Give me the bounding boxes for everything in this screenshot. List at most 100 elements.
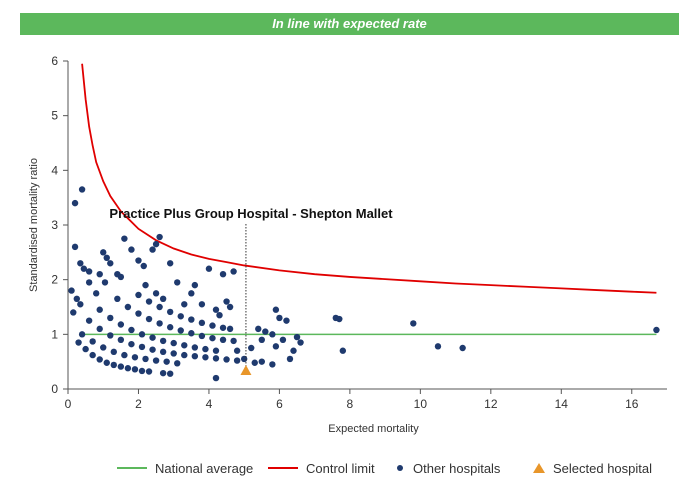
hospital-point [77, 260, 84, 267]
hospital-point [177, 313, 184, 320]
hospital-point [142, 355, 149, 363]
hospital-point [181, 351, 188, 359]
hospital-point [142, 281, 149, 289]
legend-national-average-label: National average [155, 460, 254, 476]
hospital-point [434, 343, 442, 350]
hospital-point [170, 350, 177, 357]
hospital-point [159, 337, 167, 345]
hospital-point [212, 374, 220, 382]
x-tick-label: 4 [206, 397, 213, 411]
hospital-point [156, 303, 163, 311]
hospital-point [101, 279, 109, 286]
legend-dot-swatch [397, 465, 403, 471]
hospital-point [156, 233, 163, 241]
y-tick-label: 0 [51, 382, 58, 396]
hospital-point [233, 347, 241, 354]
hospital-point [96, 271, 103, 278]
hospital-point [198, 319, 206, 327]
hospital-point [251, 359, 258, 366]
hospital-point [78, 186, 86, 193]
hospital-point [131, 354, 139, 361]
hospital-point [188, 316, 195, 323]
hospital-point [68, 287, 75, 294]
hospital-point [205, 265, 213, 272]
hospital-point [258, 336, 265, 343]
hospital-point [135, 291, 142, 299]
legend-control-limit: Control limit [268, 456, 375, 480]
hospital-point [89, 338, 96, 345]
hospital-point [96, 356, 103, 363]
hospital-point [339, 347, 347, 354]
hospital-point [128, 340, 135, 348]
hospital-point [78, 331, 86, 338]
hospital-point [174, 360, 181, 367]
hospital-point [233, 357, 241, 364]
x-axis-label: Expected mortality [328, 423, 419, 435]
hospital-point [212, 355, 220, 362]
hospital-point [223, 298, 230, 305]
legend-green-line-swatch [117, 467, 147, 469]
hospital-point [226, 325, 234, 333]
hospital-point [297, 339, 304, 346]
hospital-point [138, 343, 146, 351]
x-tick-label: 2 [135, 397, 142, 411]
hospital-point [110, 348, 118, 356]
hospital-point [166, 308, 174, 316]
hospital-point [103, 254, 110, 261]
legend-triangle-swatch [533, 463, 545, 473]
hospital-point [248, 344, 255, 352]
hospital-point [92, 290, 100, 297]
x-tick-label: 0 [65, 397, 72, 411]
hospital-point [149, 334, 156, 341]
y-axis-label: Standardised mortality ratio [28, 158, 40, 292]
hospital-point [159, 348, 167, 356]
hospital-point [96, 306, 103, 313]
hospital-point [198, 332, 206, 340]
hospital-point [276, 314, 283, 322]
hospital-point [121, 235, 128, 242]
hospital-point [124, 303, 132, 311]
x-tick-label: 12 [484, 397, 498, 411]
hospital-point [191, 281, 199, 289]
hospital-point [191, 353, 199, 360]
hospital-point [117, 336, 125, 343]
hospital-point [71, 243, 79, 251]
hospital-point [80, 265, 88, 272]
y-tick-label: 5 [51, 109, 58, 123]
hospital-point [159, 369, 167, 377]
hospital-point [163, 358, 170, 365]
hospital-point [96, 325, 103, 333]
hospital-point [283, 317, 290, 324]
hospital-point [293, 333, 301, 341]
hospital-point [188, 330, 195, 337]
hospital-point [145, 315, 153, 323]
hospital-point [117, 321, 125, 328]
hospital-point [85, 279, 93, 286]
hospital-point [152, 357, 160, 364]
hospital-point [135, 257, 142, 264]
hospital-point [107, 260, 114, 267]
legend-other-hospitals-label: Other hospitals [413, 460, 501, 476]
chart-legend: National average Control limit Other hos… [0, 456, 700, 480]
hospital-point [117, 363, 125, 370]
hospital-point [124, 365, 132, 372]
hospital-point [128, 246, 135, 253]
hospital-point [223, 356, 230, 363]
hospital-point [107, 314, 114, 322]
hospital-point [230, 337, 237, 345]
hospital-point [75, 339, 82, 346]
hospital-point [272, 306, 280, 313]
hospital-point [459, 344, 466, 352]
hospital-point [336, 315, 343, 323]
control-limit-curve [81, 63, 657, 294]
hospital-point [121, 351, 128, 359]
y-tick-label: 2 [51, 273, 58, 287]
y-tick-label: 4 [51, 163, 58, 177]
hospital-point [262, 328, 269, 335]
rating-banner: In line with expected rate [20, 13, 679, 35]
hospital-point [212, 347, 220, 354]
hospital-point [117, 273, 125, 281]
hospital-point [290, 347, 297, 354]
hospital-point [219, 336, 227, 343]
hospital-point [140, 262, 147, 270]
